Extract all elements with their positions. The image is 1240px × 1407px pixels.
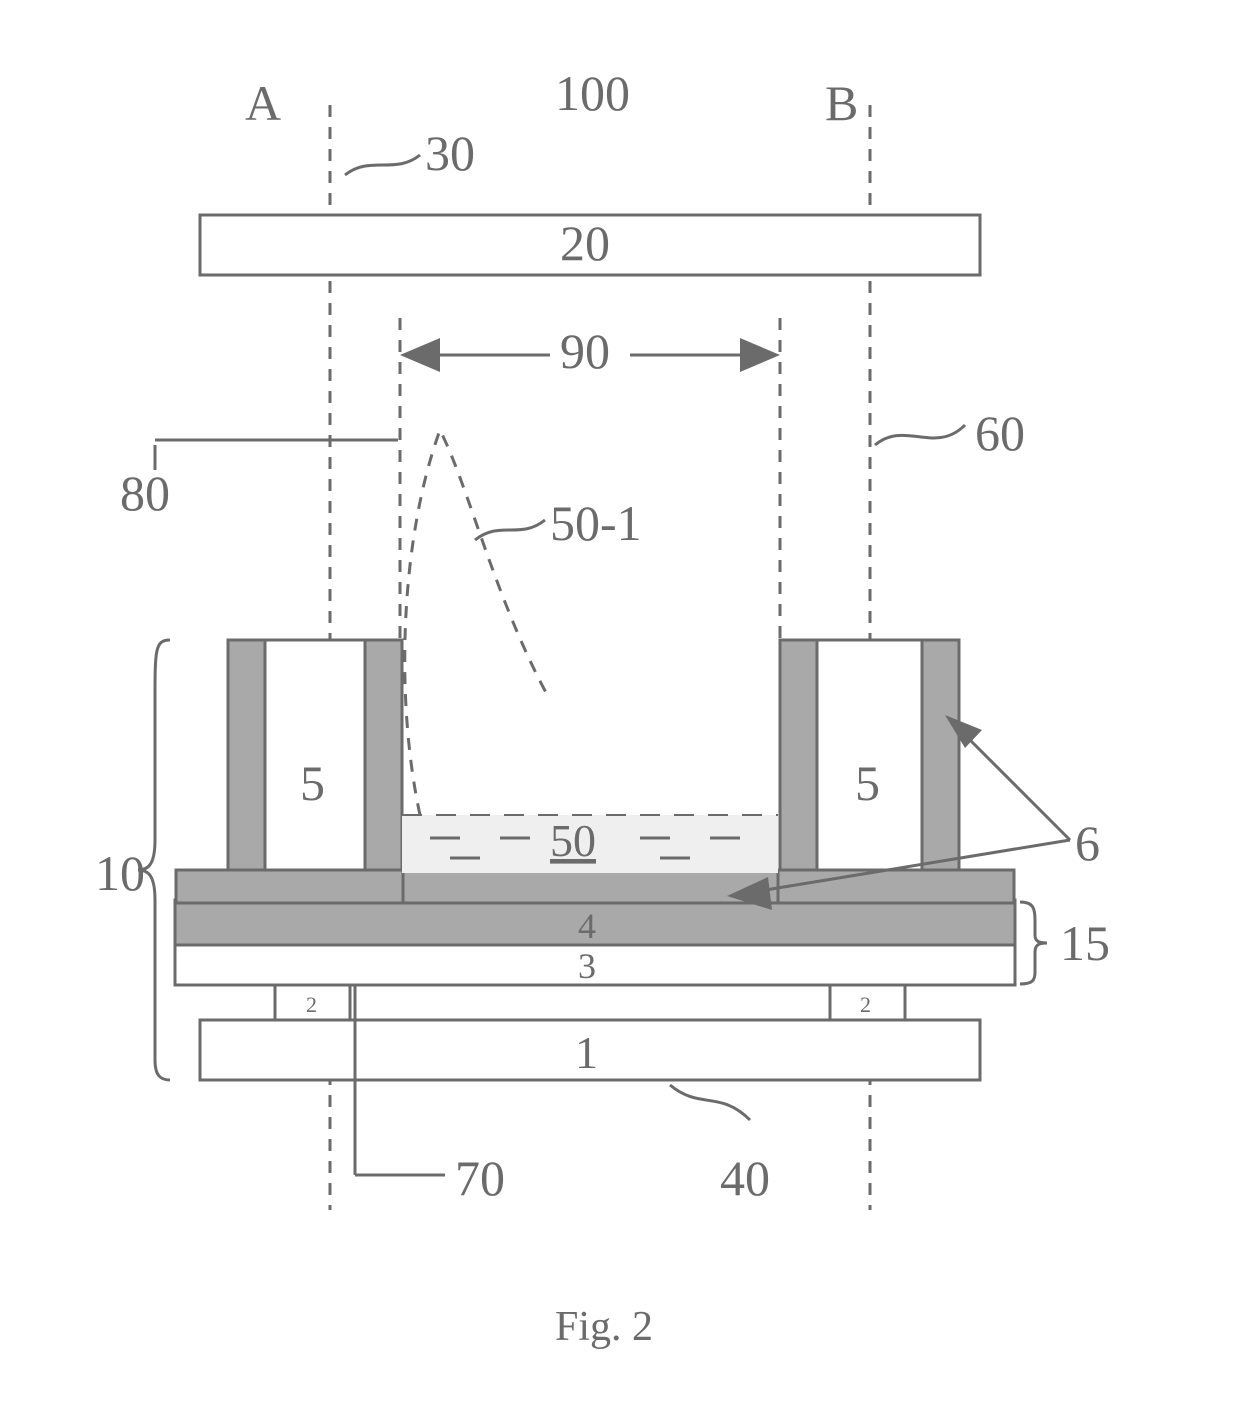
label-5-right: 5 [855,755,880,811]
leader-50-1 [475,520,545,540]
label-2-left: 2 [306,992,317,1017]
label-90: 90 [560,323,610,379]
label-4: 4 [578,906,596,946]
leader-40 [670,1085,750,1120]
dim-90-arrow-right [740,338,780,372]
dim-90-arrow-left [400,338,440,372]
label-80: 80 [120,465,170,521]
figure-caption: Fig. 2 [555,1304,653,1350]
brace-15 [1020,902,1047,984]
label-1: 1 [575,1027,598,1078]
left-col-inner-gray [365,640,402,903]
label-A: A [245,75,281,131]
label-5-left: 5 [300,755,325,811]
label-70: 70 [455,1150,505,1206]
label-50: 50 [550,815,596,866]
label-50-1: 50-1 [550,495,642,551]
label-B: B [825,75,858,131]
gray-floor [400,870,780,903]
label-6: 6 [1075,815,1100,871]
curve-50-1 [405,430,550,815]
label-30: 30 [425,125,475,181]
label-40: 40 [720,1150,770,1206]
diagram-svg: 100 A B 30 20 90 80 60 50-1 [0,0,1240,1407]
label-20: 20 [560,215,610,271]
left-col-outer-gray [228,640,265,903]
label-2-right: 2 [860,992,871,1017]
leader-30 [345,155,420,175]
leader-60 [875,425,965,445]
left-step [176,870,403,903]
label-3: 3 [578,946,596,986]
label-10: 10 [95,845,145,901]
right-step [778,870,1014,903]
label-60: 60 [975,405,1025,461]
label-100: 100 [555,65,630,121]
right-col-inner-gray [780,640,817,903]
label-15: 15 [1060,915,1110,971]
